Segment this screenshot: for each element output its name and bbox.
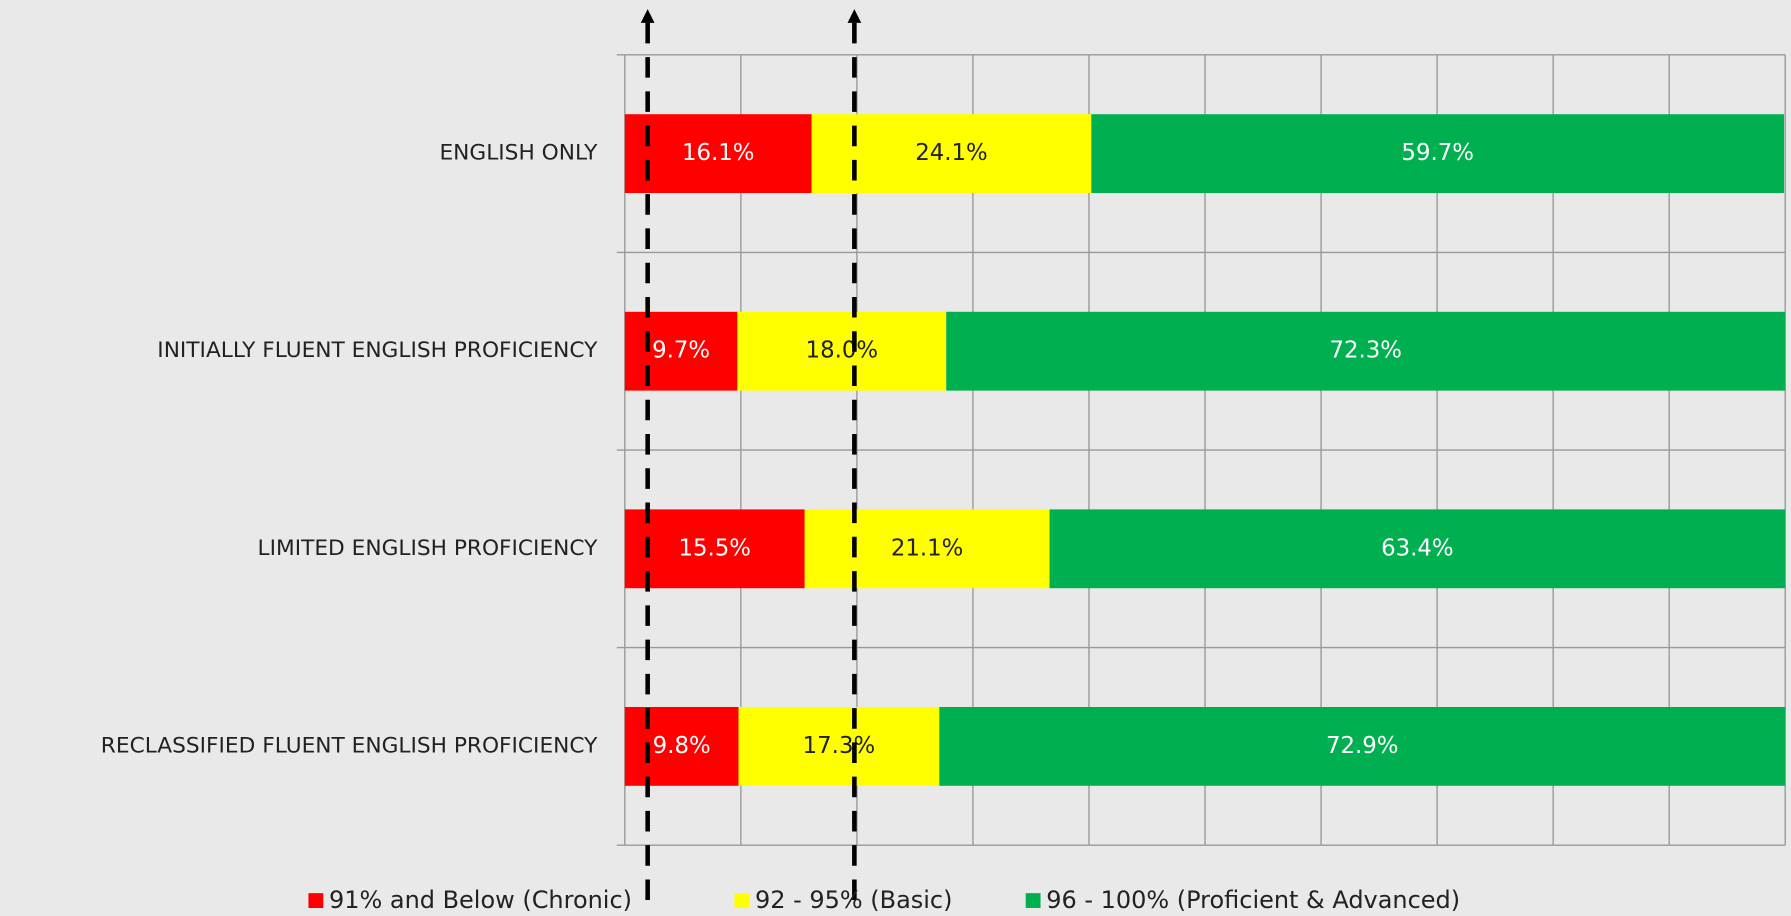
value-label: 24.1%	[915, 140, 988, 166]
legend: 91% and Below (Chronic) 92 - 95% (Basic) 9…	[308, 886, 1460, 914]
value-label: 72.3%	[1329, 338, 1402, 364]
category-label: RECLASSIFIED FLUENT ENGLISH PROFICIENCY	[101, 733, 598, 758]
category-label: ENGLISH ONLY	[439, 141, 598, 166]
category-label: LIMITED ENGLISH PROFICIENCY	[258, 536, 599, 561]
value-label: 63.4%	[1381, 535, 1454, 561]
arrow-head	[847, 9, 862, 23]
value-label: 9.7%	[652, 338, 710, 364]
bar-segment	[738, 706, 940, 786]
legend-label: 96 - 100% (Proficient & Advanced)	[1046, 886, 1460, 914]
legend-swatch	[734, 893, 750, 909]
value-label: 16.1%	[682, 140, 755, 166]
legend-swatch	[1025, 893, 1041, 909]
bar-segment	[737, 311, 947, 391]
bars: ENGLISH ONLY 16.1% 24.1% 59.7% INITIALLY FLU…	[101, 114, 1786, 786]
bar-segment	[624, 311, 738, 391]
value-label: 59.7%	[1401, 140, 1474, 166]
bar-segment	[946, 311, 1786, 391]
legend-swatch	[308, 893, 324, 909]
category-label: INITIALLY FLUENT ENGLISH PROFICIENCY	[157, 338, 598, 363]
bar-segment	[811, 114, 1092, 194]
bar-segment	[624, 509, 805, 589]
bar-segment	[1091, 114, 1785, 194]
legend-label: 91% and Below (Chronic)	[329, 886, 632, 914]
bar-segment	[624, 114, 812, 194]
value-label: 72.9%	[1326, 733, 1399, 759]
value-label: 21.1%	[891, 535, 964, 561]
threshold-lines	[645, 22, 857, 909]
legend-label: 92 - 95% (Basic)	[755, 886, 952, 914]
value-label: 15.5%	[678, 535, 751, 561]
value-label: 17.3%	[803, 733, 876, 759]
value-label: 9.8%	[653, 733, 711, 759]
bar-segment	[624, 706, 739, 786]
bar-segment	[804, 509, 1050, 589]
bar-segment	[1049, 509, 1786, 589]
arrow-head	[640, 9, 655, 23]
bar-segment	[939, 706, 1786, 786]
value-label: 18.0%	[806, 338, 879, 364]
